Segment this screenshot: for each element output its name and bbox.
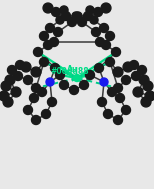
Circle shape bbox=[53, 28, 63, 36]
Circle shape bbox=[139, 75, 149, 85]
Circle shape bbox=[113, 115, 122, 125]
Circle shape bbox=[60, 6, 68, 14]
Circle shape bbox=[133, 87, 143, 97]
Circle shape bbox=[47, 98, 57, 106]
Circle shape bbox=[113, 67, 123, 77]
Circle shape bbox=[123, 62, 133, 72]
Circle shape bbox=[73, 74, 81, 81]
Text: #00dd88: #00dd88 bbox=[51, 67, 89, 77]
Circle shape bbox=[49, 37, 59, 46]
Circle shape bbox=[122, 75, 130, 84]
Circle shape bbox=[90, 16, 98, 24]
Circle shape bbox=[38, 88, 47, 97]
Circle shape bbox=[122, 105, 130, 115]
Circle shape bbox=[143, 81, 153, 91]
Circle shape bbox=[55, 70, 65, 80]
Circle shape bbox=[16, 60, 24, 70]
Circle shape bbox=[14, 71, 22, 81]
Circle shape bbox=[105, 32, 115, 40]
Circle shape bbox=[103, 109, 113, 119]
Circle shape bbox=[11, 87, 21, 97]
Text: Au: Au bbox=[67, 64, 79, 74]
Circle shape bbox=[32, 115, 41, 125]
Circle shape bbox=[24, 75, 32, 84]
Circle shape bbox=[138, 66, 146, 74]
Circle shape bbox=[93, 8, 103, 16]
Circle shape bbox=[145, 91, 154, 101]
Circle shape bbox=[69, 85, 79, 94]
Circle shape bbox=[31, 67, 41, 77]
Circle shape bbox=[24, 105, 32, 115]
Circle shape bbox=[97, 98, 107, 106]
Circle shape bbox=[91, 28, 101, 36]
Circle shape bbox=[101, 3, 111, 13]
Circle shape bbox=[85, 70, 95, 80]
Circle shape bbox=[56, 16, 64, 24]
Circle shape bbox=[99, 23, 109, 33]
Circle shape bbox=[95, 37, 105, 46]
Circle shape bbox=[61, 12, 71, 20]
Circle shape bbox=[105, 57, 115, 67]
Circle shape bbox=[46, 78, 54, 86]
Circle shape bbox=[141, 97, 151, 107]
Circle shape bbox=[43, 3, 53, 13]
Circle shape bbox=[21, 62, 31, 72]
Circle shape bbox=[130, 60, 138, 70]
Circle shape bbox=[45, 23, 55, 33]
Circle shape bbox=[30, 94, 38, 102]
Circle shape bbox=[59, 81, 69, 90]
Circle shape bbox=[0, 91, 9, 101]
Circle shape bbox=[83, 12, 93, 20]
Circle shape bbox=[132, 71, 140, 81]
Circle shape bbox=[77, 18, 87, 26]
Circle shape bbox=[39, 57, 49, 67]
Circle shape bbox=[3, 97, 13, 107]
Circle shape bbox=[41, 109, 51, 119]
Circle shape bbox=[107, 88, 116, 97]
Circle shape bbox=[95, 64, 103, 73]
Circle shape bbox=[51, 8, 61, 16]
Circle shape bbox=[113, 84, 122, 92]
Circle shape bbox=[32, 84, 41, 92]
Circle shape bbox=[1, 81, 11, 91]
Circle shape bbox=[67, 18, 77, 26]
Circle shape bbox=[72, 12, 80, 20]
Circle shape bbox=[86, 6, 94, 14]
Circle shape bbox=[101, 40, 111, 50]
Circle shape bbox=[116, 94, 124, 102]
Circle shape bbox=[34, 47, 43, 57]
Circle shape bbox=[100, 78, 108, 86]
Circle shape bbox=[51, 64, 59, 73]
Circle shape bbox=[111, 47, 120, 57]
Circle shape bbox=[5, 75, 15, 85]
Circle shape bbox=[74, 12, 82, 20]
Circle shape bbox=[8, 66, 16, 74]
Circle shape bbox=[39, 32, 49, 40]
Circle shape bbox=[79, 81, 89, 90]
Circle shape bbox=[43, 40, 53, 50]
